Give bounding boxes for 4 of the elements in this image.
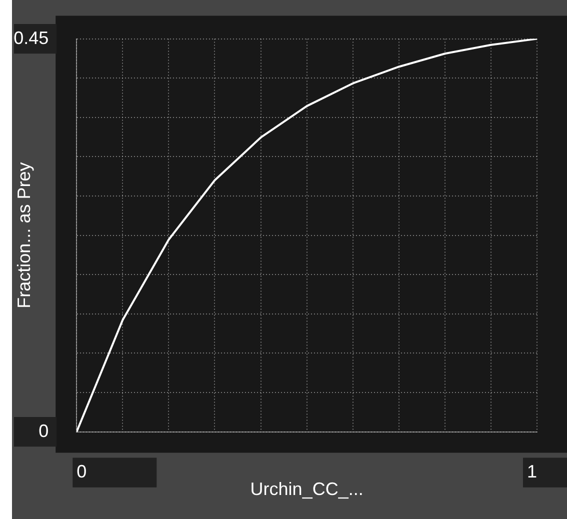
y-axis-title: Fraction... as Prey bbox=[14, 162, 34, 308]
x-tick-label: 1 bbox=[526, 462, 537, 482]
x-axis-title: Urchin_CC_... bbox=[250, 479, 364, 500]
y-tick-label: 0.45 bbox=[14, 28, 49, 48]
